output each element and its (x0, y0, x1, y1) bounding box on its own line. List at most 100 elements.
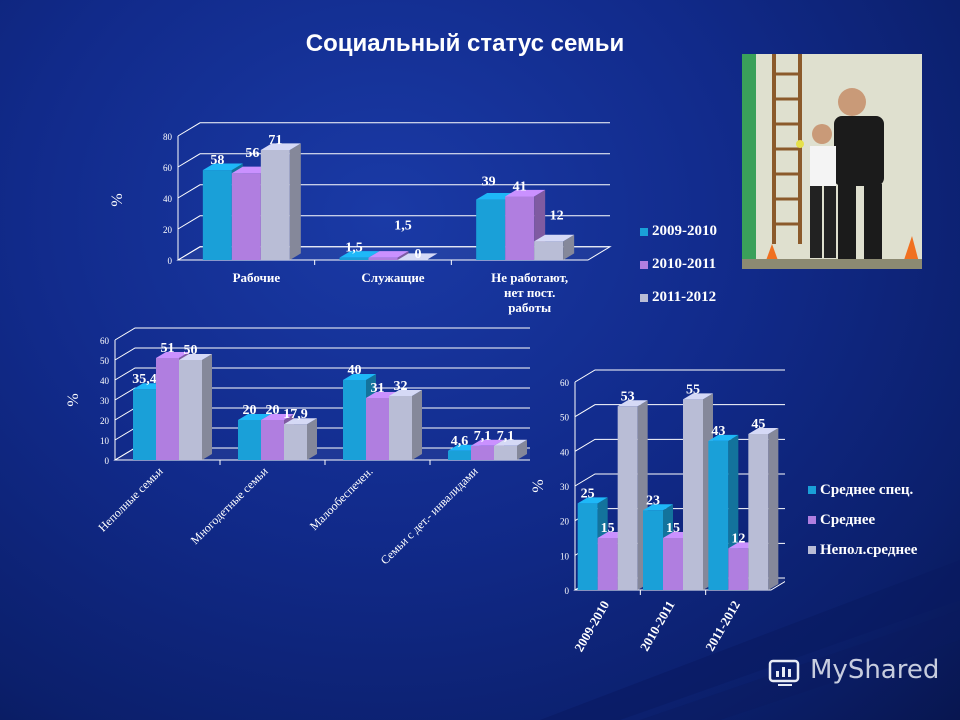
category-label: Многодетные семьи (188, 464, 271, 547)
data-label: 12 (731, 531, 745, 546)
category-label: Семьи с дет.- инвалидами (378, 464, 481, 567)
legend-label: Непол.среднее (820, 541, 918, 558)
bar-front (505, 196, 535, 260)
gridline (574, 404, 785, 418)
data-label: 7,1 (497, 429, 515, 444)
data-label: 45 (751, 417, 765, 432)
bar-front (133, 389, 156, 460)
bar-front (261, 420, 284, 460)
y-tick-label: 80 (163, 132, 173, 142)
bar-top (156, 352, 189, 358)
legend-label: 2010-2011 (652, 256, 717, 272)
bar (617, 400, 648, 590)
legend-swatch (808, 516, 816, 524)
y-tick-label: 0 (565, 586, 570, 596)
myshared-logo-icon (768, 659, 800, 686)
y-tick-label: 10 (100, 436, 110, 446)
data-label: 12 (550, 208, 564, 223)
bar-top (261, 414, 294, 420)
bar (368, 251, 409, 260)
y-tick-label: 50 (560, 413, 570, 423)
data-label: 7,1 (474, 429, 492, 444)
bar-side (397, 251, 409, 260)
bar-front (708, 440, 729, 590)
legend-chart1: 2009-2010 2010-2011 2011-2012 (640, 215, 717, 314)
data-label: 31 (371, 381, 385, 396)
category-label: 2011-2012 (702, 598, 743, 654)
data-label: 25 (581, 486, 595, 501)
y-tick-label: 60 (560, 378, 570, 388)
gridline (177, 184, 610, 199)
bar-top (708, 434, 739, 441)
gridline (114, 367, 530, 381)
photo (742, 54, 922, 269)
bar (179, 354, 212, 460)
y-tick-label: 20 (560, 517, 570, 527)
data-label: 56 (245, 146, 259, 161)
y-axis-label: % (65, 393, 82, 406)
legend-swatch (640, 260, 648, 269)
y-tick-label: 40 (560, 447, 570, 457)
category-label: нет пост. (504, 285, 555, 300)
bar-front (643, 510, 663, 590)
bar-top (397, 253, 438, 260)
legend-swatch (808, 546, 816, 554)
category-label: Не работают, (491, 270, 568, 285)
gridline (574, 369, 785, 383)
bar-front (238, 420, 261, 460)
bar-top (179, 354, 212, 360)
y-tick-label: 10 (560, 551, 570, 561)
bar-side (412, 390, 422, 460)
bar-front (284, 424, 307, 460)
bar-front (231, 173, 261, 260)
bar-top (202, 163, 243, 171)
legend-label: 2009-2010 (652, 223, 717, 239)
y-tick-label: 40 (100, 376, 110, 386)
data-label: 1,5 (345, 241, 363, 256)
data-label: 71 (268, 133, 282, 148)
y-tick-label: 60 (163, 163, 173, 173)
bar-side (202, 354, 212, 460)
bar-front (260, 149, 290, 260)
legend-item-3: 2011-2012 (640, 281, 717, 314)
bar-top (471, 439, 504, 446)
bar-front (617, 406, 638, 590)
bar-top (577, 497, 608, 504)
bar-side (768, 428, 779, 590)
legend-item-1: Среднее спец. (808, 475, 917, 505)
bar-top (534, 234, 575, 242)
bar-top (343, 374, 376, 380)
category-label: Неполные семьи (95, 464, 166, 535)
data-label: 55 (686, 382, 700, 397)
bar-top (683, 393, 713, 400)
y-axis-label: % (109, 193, 126, 206)
bar (389, 390, 422, 460)
bar (397, 253, 438, 260)
bar-front (494, 445, 517, 460)
y-tick-label: 0 (105, 456, 110, 466)
legend-label: 2011-2012 (652, 289, 717, 305)
category-label: 2010-2011 (637, 598, 678, 654)
bar (494, 439, 527, 460)
gridline (177, 122, 610, 137)
data-label: 58 (210, 153, 224, 168)
category-label: Рабочие (233, 270, 281, 285)
data-label: 1,5 (394, 219, 412, 234)
chart-family-type: 0 10 20 30 40 50 60% 35,4 51 50 Неполные семьи 20 20… (65, 327, 530, 567)
category-label: 2009-2010 (571, 598, 612, 654)
bar-top (494, 439, 527, 446)
data-label: 15 (666, 521, 680, 536)
data-label: 32 (394, 379, 408, 394)
bar-side (517, 439, 527, 460)
y-tick-label: 20 (100, 416, 110, 426)
bar-top (643, 504, 673, 511)
legend-label: Среднее (820, 511, 876, 528)
bar-top (260, 143, 301, 150)
y-tick-label: 40 (163, 194, 173, 204)
data-label: 40 (348, 363, 362, 378)
y-tick-label: 30 (100, 396, 110, 406)
bar-front (202, 170, 232, 260)
y-tick-label: 50 (100, 356, 110, 366)
